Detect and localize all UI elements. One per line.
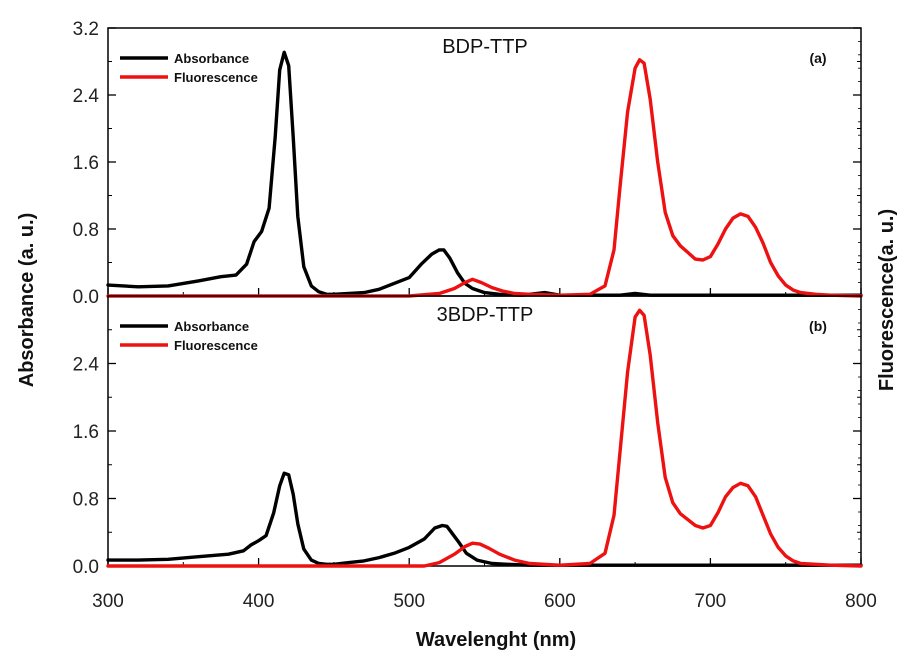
y-tick-label: 2.4 (73, 355, 100, 376)
panel-frame-1 (107, 27, 862, 297)
x-tick-label: 700 (695, 591, 727, 612)
y-tick-label: 0.8 (73, 220, 99, 241)
legend-label-fluorescence: Fluorescence (174, 338, 258, 353)
legend-label-absorbance: Absorbance (174, 51, 249, 66)
x-tick-label: 800 (845, 591, 877, 612)
panel-frame-2 (107, 295, 862, 567)
x-axis-title: Wavelenght (nm) (416, 629, 576, 651)
panel-tag: (a) (809, 50, 826, 66)
x-tick-label: 400 (243, 591, 275, 612)
y-tick-label: 0.0 (73, 287, 99, 308)
panel-tag: (b) (809, 318, 827, 334)
x-tick-label: 300 (92, 591, 124, 612)
y-tick-label: 0.8 (73, 490, 99, 511)
y-tick-label: 3.2 (73, 19, 99, 40)
series-line-fluorescence-2 (106, 308, 863, 568)
x-tick-label: 500 (393, 591, 425, 612)
y-tick-label: 1.6 (73, 422, 99, 443)
x-tick-label: 600 (544, 591, 576, 612)
y-tick-label: 1.6 (73, 153, 99, 174)
y-tick-label: 2.4 (73, 86, 100, 107)
legend-label-fluorescence: Fluorescence (174, 70, 258, 85)
panel-title: BDP-TTP (442, 36, 528, 58)
series-line-fluorescence-1 (106, 58, 863, 298)
series-line-absorbance-1 (106, 50, 863, 297)
y-axis-title-left: Absorbance (a. u.) (16, 213, 38, 387)
panel-title: 3BDP-TTP (437, 304, 534, 326)
y-axis-title-right: Fluorescence(a. u.) (876, 209, 898, 391)
legend-label-absorbance: Absorbance (174, 319, 249, 334)
y-tick-label: 0.0 (73, 557, 99, 578)
